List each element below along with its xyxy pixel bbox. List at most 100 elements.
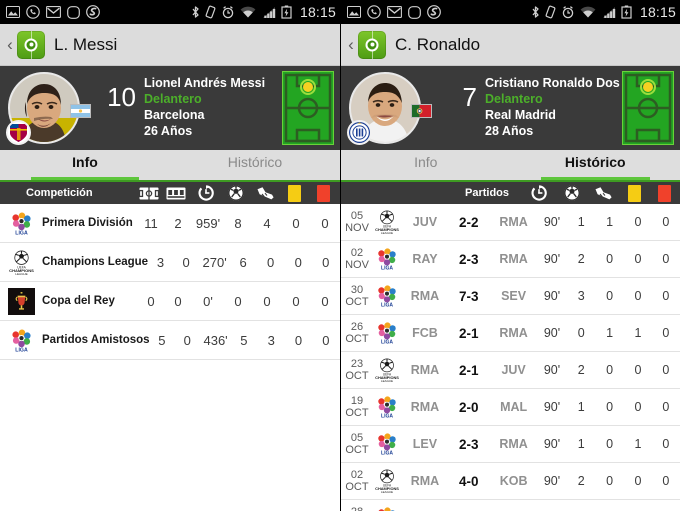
cell-red: 0 <box>662 363 670 377</box>
s-app-icon <box>427 5 441 19</box>
match-day: 05 <box>350 432 364 444</box>
match-score: 2-3 <box>459 251 479 267</box>
match-score: 2-1 <box>459 362 479 378</box>
player-name: Lionel Andrés Messi <box>144 76 266 90</box>
tab-info[interactable]: Info <box>0 150 170 180</box>
cell-yellow: 0 <box>634 363 642 377</box>
cell-minutes: 270' <box>202 254 227 270</box>
whatsapp-icon <box>367 5 381 19</box>
app-logo-icon[interactable] <box>17 30 45 59</box>
tab-historico[interactable]: Histórico <box>511 150 680 180</box>
laliga-logo-icon: LIGABBVA <box>6 325 36 355</box>
player-team: Real Madrid <box>485 108 556 122</box>
bluetooth-icon <box>191 5 200 19</box>
cell-assists: 0 <box>606 437 614 451</box>
cell-minutes: 959' <box>195 215 221 231</box>
match-date: 02 OCT <box>341 469 371 493</box>
away-team: JUV <box>501 363 526 377</box>
match-row[interactable]: 05OCTLIGABBVA LEV 2-3 RMA 90' 1 0 1 0 <box>341 426 680 463</box>
match-date: 26 OCT <box>341 321 371 345</box>
match-month: OCT <box>345 444 369 456</box>
table-row[interactable]: LIGABBVA Primera División 11 2 959' 8 4 0 0 <box>0 204 340 243</box>
match-month: OCT <box>345 407 369 419</box>
player-card: 10 Lionel Andrés Messi Delantero Barcelo… <box>0 66 340 150</box>
cell-red: 0 <box>662 474 670 488</box>
match-score: 4-0 <box>459 473 479 489</box>
cell-red: 0 <box>321 293 329 309</box>
table-row[interactable]: UEFA CHAMPIONS LEAGUE Champions League 3 0 270… <box>0 243 340 282</box>
cell-goals: 1 <box>577 437 585 451</box>
pitch-position-diagram <box>282 71 334 145</box>
cell-sub: 0 <box>182 254 190 270</box>
tab-info[interactable]: Info <box>414 154 438 170</box>
home-team: RMA <box>410 363 440 377</box>
cell-goals: 3 <box>577 289 585 303</box>
home-team: LEV <box>412 437 438 451</box>
cell-played: 11 <box>144 215 158 231</box>
tab-underline <box>341 180 680 182</box>
cell-minutes: 436' <box>203 332 228 348</box>
match-month: NOV <box>345 259 369 271</box>
match-row[interactable]: 02 OCT UEFA CHAMPIONS LEAGUE RMA 4-0 KOB 90' 2 0 0 0 <box>341 463 680 500</box>
gmail-icon <box>46 6 61 18</box>
cell-red: 0 <box>662 289 670 303</box>
wifi-icon <box>580 6 596 19</box>
back-button[interactable]: ‹ <box>348 34 354 54</box>
player-position: Delantero <box>144 92 202 106</box>
tab-historico[interactable]: Histórico <box>227 154 283 170</box>
match-score: 2-1 <box>459 325 479 341</box>
cell-sub: 2 <box>174 215 182 231</box>
match-score: 2-3 <box>459 436 479 452</box>
match-row[interactable]: 05 NOV UEFA CHAMPIONS LEAGUE JUV 2-2 RMA 90' 1 1 0 0 <box>341 204 680 241</box>
table-row[interactable]: Copa del Rey 0 0 0' 0 0 0 0 <box>0 282 340 321</box>
player-age: 26 Años <box>144 124 193 138</box>
signal-icon <box>601 6 616 19</box>
red-card-icon <box>649 184 680 202</box>
cell-goals: 6 <box>239 254 247 270</box>
column-competicion: Competición <box>26 187 93 199</box>
table-row[interactable]: LIGABBVA Partidos Amistosos 5 0 436' 5 3 0 0 <box>0 321 340 360</box>
app-logo-icon[interactable] <box>358 30 386 59</box>
laliga-logo-icon: LIGABBVA <box>371 283 403 309</box>
app-icon <box>67 5 80 19</box>
match-row[interactable]: 23 OCT UEFA CHAMPIONS LEAGUE RMA 2-1 JUV 90' 2 0 0 0 <box>341 352 680 389</box>
screen-ronaldo: 18:15 ‹ C. Ronaldo <box>340 0 680 511</box>
player-info: Cristiano Ronaldo Dos Delantero Real Mad… <box>485 75 620 141</box>
match-row[interactable]: 19OCTLIGABBVA RMA 2-0 MAL 90' 1 0 0 0 <box>341 389 680 426</box>
away-team: RMA <box>499 252 528 266</box>
ucl-logo-icon: UEFA CHAMPIONS LEAGUE <box>371 468 403 494</box>
yellow-card-icon <box>280 184 308 202</box>
alarm-icon <box>221 5 235 19</box>
home-team: RMA <box>410 400 440 414</box>
home-team: RMA <box>410 289 440 303</box>
stats-table-header: Competición <box>0 182 340 204</box>
clock-icon <box>521 185 557 201</box>
svg-text:CHAMPIONS: CHAMPIONS <box>375 375 399 380</box>
cell-goals: 2 <box>577 363 585 377</box>
photo-icon <box>347 6 361 18</box>
away-team: RMA <box>499 326 528 340</box>
action-bar: ‹ C. Ronaldo <box>341 24 680 66</box>
match-row[interactable]: 02NOVLIGABBVA RAY 2-3 RMA 90' 2 0 0 0 <box>341 241 680 278</box>
alarm-icon <box>561 5 575 19</box>
cell-yellow: 0 <box>634 215 642 229</box>
match-row[interactable]: 26OCTLIGABBVA FCB 2-1 RMA 90' 0 1 1 0 <box>341 315 680 352</box>
svg-text:UEFA: UEFA <box>17 265 26 269</box>
cell-assists: 0 <box>606 400 614 414</box>
match-day: 02 <box>350 247 364 259</box>
cell-goals: 2 <box>577 252 585 266</box>
match-date: 30 OCT <box>341 284 371 308</box>
cell-yellow: 0 <box>634 474 642 488</box>
cell-assists: 0 <box>606 252 614 266</box>
back-button[interactable]: ‹ <box>7 34 13 54</box>
status-bar-notifications <box>6 5 191 19</box>
screen-messi: 18:15 ‹ L. Messi <box>0 0 340 511</box>
tab-bar: Info Histórico <box>0 150 340 180</box>
ucl-logo-icon: UEFA CHAMPIONS LEAGUE <box>6 247 36 277</box>
svg-text:LEAGUE: LEAGUE <box>381 379 393 383</box>
cell-played: 3 <box>156 254 165 270</box>
away-team: RMA <box>499 215 528 229</box>
